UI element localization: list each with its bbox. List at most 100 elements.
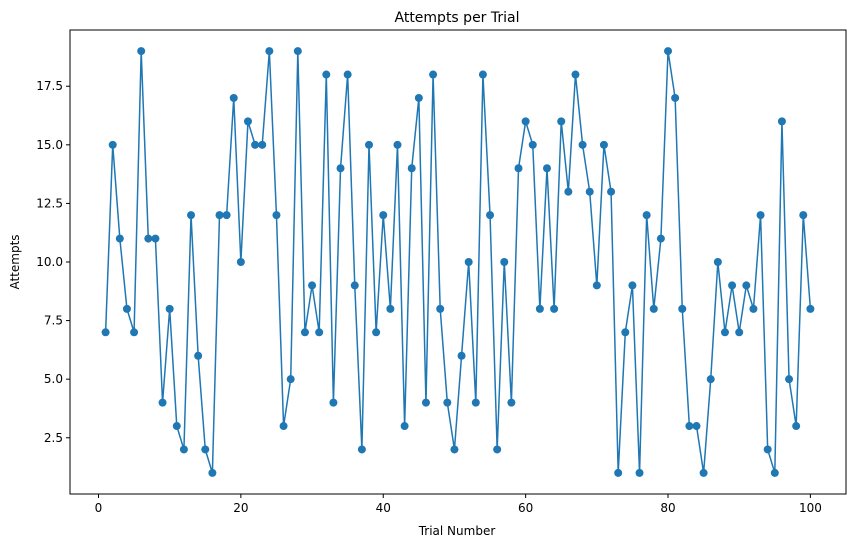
y-tick-label: 7.5 — [44, 314, 63, 328]
data-point — [272, 211, 281, 220]
data-point — [742, 281, 751, 290]
data-point — [728, 281, 737, 290]
data-point — [478, 70, 487, 79]
data-point — [557, 117, 566, 126]
data-point — [521, 117, 530, 126]
data-point — [720, 328, 729, 337]
data-point — [137, 47, 146, 56]
x-axis: 0 20 40 60 80 100 — [95, 494, 822, 515]
data-point — [550, 304, 559, 313]
data-point — [493, 445, 502, 454]
data-point — [777, 117, 786, 126]
x-tick-label: 0 — [95, 501, 103, 515]
data-point — [507, 398, 516, 407]
x-tick-label: 20 — [233, 501, 248, 515]
data-point — [308, 281, 317, 290]
data-point — [379, 211, 388, 220]
data-point — [179, 445, 188, 454]
data-point — [350, 281, 359, 290]
data-point — [279, 422, 288, 431]
data-point — [407, 164, 416, 173]
y-tick-label: 15.0 — [36, 138, 63, 152]
data-point — [578, 140, 587, 149]
data-point — [607, 187, 616, 196]
data-point — [635, 468, 644, 477]
data-point — [329, 398, 338, 407]
data-point — [151, 234, 160, 243]
y-tick-label: 17.5 — [36, 79, 63, 93]
x-tick-label: 40 — [376, 501, 391, 515]
data-point — [528, 140, 537, 149]
data-point — [671, 93, 680, 102]
data-point — [692, 422, 701, 431]
data-point — [599, 140, 608, 149]
data-point — [500, 258, 509, 266]
data-point — [713, 258, 722, 266]
data-point — [542, 164, 551, 173]
data-point — [158, 398, 167, 407]
data-point — [300, 328, 309, 337]
data-point — [201, 445, 210, 454]
data-point — [685, 422, 694, 431]
data-point — [592, 281, 601, 290]
data-point — [144, 234, 153, 243]
data-point — [215, 211, 224, 220]
x-tick-label: 60 — [518, 501, 533, 515]
data-point — [763, 445, 772, 454]
data-point — [122, 304, 131, 313]
data-point — [400, 422, 409, 431]
data-point — [571, 70, 580, 79]
data-point — [229, 93, 238, 102]
data-point — [806, 304, 815, 313]
data-point — [486, 211, 495, 220]
x-tick-label: 80 — [660, 501, 675, 515]
data-point — [735, 328, 744, 337]
data-point — [514, 164, 523, 173]
x-axis-label: Trial Number — [418, 524, 496, 538]
data-point — [642, 211, 651, 220]
x-tick-label: 100 — [799, 501, 822, 515]
data-point — [799, 211, 808, 220]
data-point — [115, 234, 124, 243]
data-point — [443, 398, 452, 407]
data-point — [336, 164, 345, 173]
data-point — [614, 468, 623, 477]
data-point — [429, 70, 438, 79]
data-point — [656, 234, 665, 243]
data-point — [293, 47, 302, 56]
data-point — [393, 140, 402, 149]
data-point — [315, 328, 324, 337]
data-point — [706, 375, 715, 384]
data-point — [699, 468, 708, 477]
data-point — [187, 211, 196, 220]
y-axis-label: Attempts — [8, 234, 22, 289]
data-point — [222, 211, 231, 220]
data-point — [251, 140, 260, 149]
data-point — [357, 445, 366, 454]
data-point — [414, 93, 423, 102]
data-point — [535, 304, 544, 313]
data-point — [243, 117, 252, 126]
data-point — [664, 47, 673, 56]
data-point — [165, 304, 174, 313]
data-point — [621, 328, 630, 337]
data-point — [457, 351, 466, 360]
data-point — [236, 258, 245, 266]
data-point — [436, 304, 445, 313]
data-point — [258, 140, 267, 149]
data-point — [678, 304, 687, 313]
data-point — [471, 398, 480, 407]
data-point — [372, 328, 381, 337]
y-tick-label: 5.0 — [44, 372, 63, 386]
data-point — [172, 422, 181, 431]
data-point — [785, 375, 794, 384]
data-point — [649, 304, 658, 313]
y-axis: 2.5 5.0 7.5 10.0 12.5 15.0 17.5 — [36, 79, 70, 445]
data-point — [322, 70, 331, 79]
data-point — [286, 375, 295, 384]
data-point — [208, 468, 217, 477]
data-point — [564, 187, 573, 196]
y-tick-label: 10.0 — [36, 255, 63, 269]
chart-title: Attempts per Trial — [395, 10, 520, 26]
